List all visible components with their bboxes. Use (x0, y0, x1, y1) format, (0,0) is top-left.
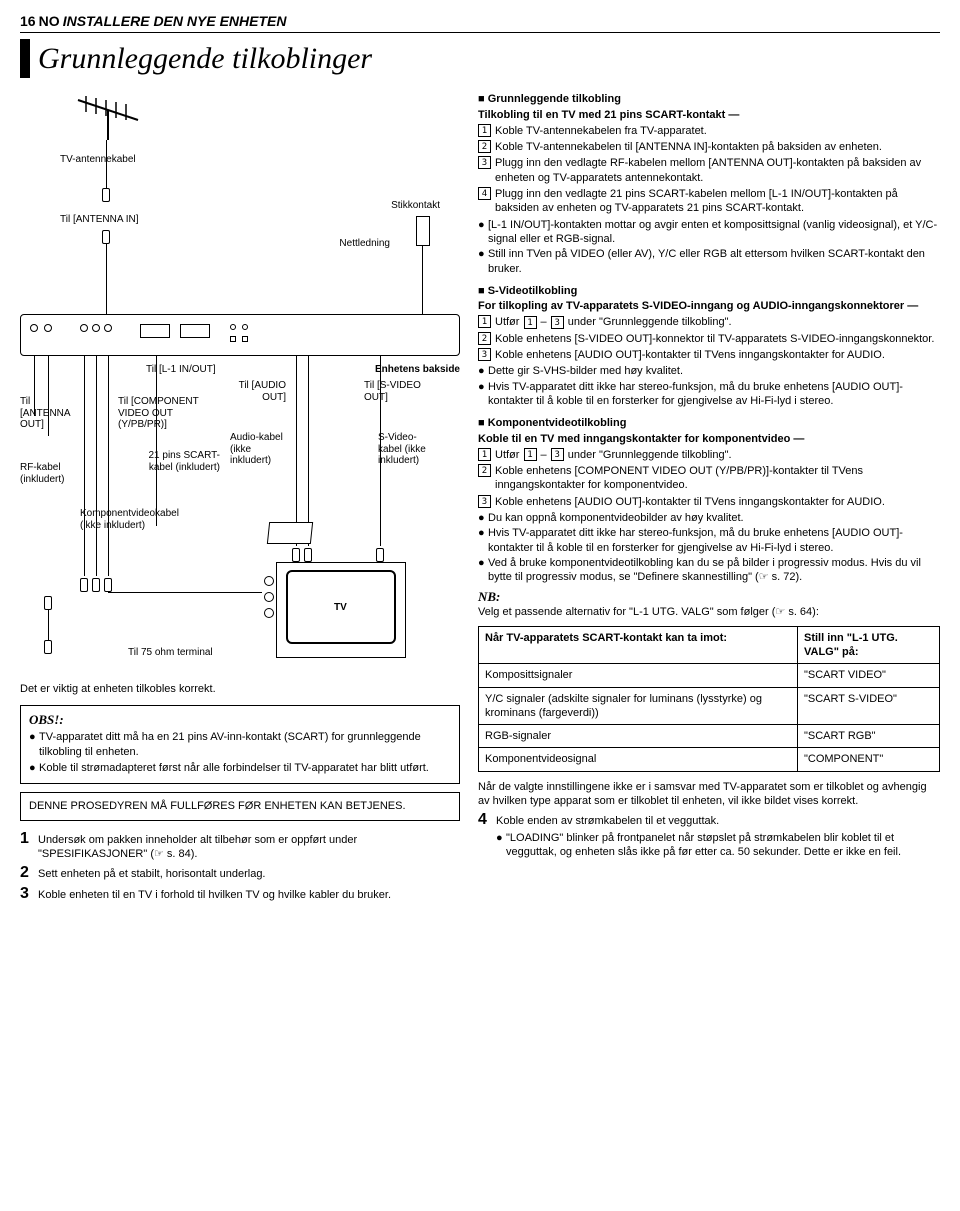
nb-text: Velg et passende alternativ for "L-1 UTG… (478, 605, 940, 619)
sec3-b2: Hvis TV-apparatet ditt ikke har stereo-f… (488, 526, 940, 555)
page-title: Grunnleggende tilkoblinger (20, 39, 940, 78)
after-table-text: Når de valgte innstillingene ikke er i s… (478, 780, 940, 809)
sec1-e4: Plugg inn den vedlagte 21 pins SCART-kab… (495, 187, 940, 216)
table-r4c1: Komponentvideosignal (479, 748, 798, 771)
obs-b2: Koble til strømadapteret først når alle … (39, 761, 429, 775)
table-r1c1: Komposittsignaler (479, 664, 798, 687)
sec3-b3: Ved å bruke komponentvideotilkobling kan… (488, 556, 940, 585)
sec3-heading: Komponentvideotilkobling (478, 416, 940, 430)
label-stikkontakt: Stikkontakt (391, 200, 440, 212)
intro-text: Det er viktig at enheten tilkobles korre… (20, 682, 460, 696)
table-h1: Når TV-apparatets SCART-kontakt kan ta i… (479, 626, 798, 664)
sec1-b1: [L-1 IN/OUT]-kontakten mottar og avgir e… (488, 218, 940, 247)
sec1-e3: Plugg inn den vedlagte RF-kabelen mellom… (495, 156, 940, 185)
wiring-diagram: TV-antennekabel Til [ANTENNA IN] Stikkon… (20, 92, 460, 672)
label-antenna-in: Til [ANTENNA IN] (60, 214, 139, 226)
page-header: 16 NO INSTALLERE DEN NYE ENHETEN (20, 12, 940, 33)
label-75ohm: Til 75 ohm terminal (128, 647, 213, 659)
sec1-heading: Grunnleggende tilkobling (478, 92, 940, 106)
label-audio-out: Til [AUDIO OUT] (230, 380, 286, 403)
sec2-e3: Koble enhetens [AUDIO OUT]-kontakter til… (495, 348, 940, 362)
table-r1c2: "SCART VIDEO" (797, 664, 939, 687)
label-antenna-out: Til [ANTENNA OUT] (20, 396, 80, 431)
sec1-b2: Still inn TVen på VIDEO (eller AV), Y/C … (488, 247, 940, 276)
obs-b1: TV-apparatet ditt må ha en 21 pins AV-in… (39, 730, 451, 759)
obs-box: OBS!: ●TV-apparatet ditt må ha en 21 pin… (20, 705, 460, 785)
table-r2c1: Y/C signaler (adskilte signaler for lumi… (479, 687, 798, 725)
label-svideo-kabel: S-Video-kabel (ikke inkludert) (378, 432, 438, 467)
sec2-heading: S-Videotilkobling (478, 284, 940, 298)
table-r3c2: "SCART RGB" (797, 725, 939, 748)
sec1-e2: Koble TV-antennekabelen til [ANTENNA IN]… (495, 140, 940, 154)
sec1-sub: Tilkobling til en TV med 21 pins SCART-k… (478, 108, 940, 122)
sec3-e3: Koble enhetens [AUDIO OUT]-kontakter til… (495, 495, 940, 509)
nb-label: NB: (478, 589, 940, 606)
sec2-sub: For tilkopling av TV-apparatets S-VIDEO-… (478, 299, 940, 313)
procedure-note: DENNE PROSEDYREN MÅ FULLFØRES FØR ENHETE… (20, 792, 460, 820)
sec3-b1: Du kan oppnå komponentvideobilder av høy… (488, 511, 744, 525)
step-3: Koble enheten til en TV i forhold til hv… (38, 886, 460, 902)
page-lang: NO (39, 13, 60, 29)
antenna-icon (68, 92, 148, 142)
sec3-e2: Koble enhetens [COMPONENT VIDEO OUT (Y/P… (495, 464, 940, 493)
step4-b1: "LOADING" blinker på frontpanelet når st… (506, 831, 940, 860)
label-tv-antenna-cable: TV-antennekabel (60, 154, 136, 166)
step-1: Undersøk om pakken inneholder alt tilbeh… (38, 831, 460, 862)
sec2-e2: Koble enhetens [S-VIDEO OUT]-konnektor t… (495, 332, 940, 346)
section-title: INSTALLERE DEN NYE ENHETEN (63, 13, 287, 29)
page-number: 16 (20, 12, 36, 30)
label-nettledning: Nettledning (339, 238, 390, 250)
label-component: Til [COMPONENT VIDEO OUT (Y/PB/PR)] (118, 396, 218, 431)
sec2-b1: Dette gir S-VHS-bilder med høy kvalitet. (488, 364, 683, 378)
step-4: Koble enden av strømkabelen til et veggu… (496, 814, 940, 828)
table-r2c2: "SCART S-VIDEO" (797, 687, 939, 725)
label-svideo-out: Til [S-VIDEO OUT] (364, 380, 430, 403)
right-column: Grunnleggende tilkobling Tilkobling til … (478, 92, 940, 906)
step-2: Sett enheten på et stabilt, horisontalt … (38, 865, 460, 881)
sec3-e1: Utfør 1 – 3 under "Grunnleggende tilkobl… (495, 448, 940, 462)
label-rf-kabel: RF-kabel (inkludert) (20, 462, 82, 485)
obs-title: OBS!: (29, 712, 451, 729)
table-r4c2: "COMPONENT" (797, 748, 939, 771)
sec3-sub: Koble til en TV med inngangskontakter fo… (478, 432, 940, 446)
label-scart-kabel: 21 pins SCART-kabel (inkludert) (140, 450, 220, 473)
table-r3c1: RGB-signaler (479, 725, 798, 748)
table-h2: Still inn "L-1 UTG. VALG" på: (797, 626, 939, 664)
settings-table: Når TV-apparatets SCART-kontakt kan ta i… (478, 626, 940, 772)
label-enhetens-bakside: Enhetens bakside (375, 364, 460, 376)
label-komponent-kabel: Komponentvideokabel (ikke inkludert) (80, 508, 200, 531)
sec1-e1: Koble TV-antennekabelen fra TV-apparatet… (495, 124, 940, 138)
sec2-b2: Hvis TV-apparatet ditt ikke har stereo-f… (488, 380, 940, 409)
label-audio-kabel: Audio-kabel (ikke inkludert) (230, 432, 290, 467)
label-tv: TV (334, 602, 347, 614)
sec2-e1: Utfør 1 – 3 under "Grunnleggende tilkobl… (495, 315, 940, 329)
left-column: TV-antennekabel Til [ANTENNA IN] Stikkon… (20, 92, 460, 906)
